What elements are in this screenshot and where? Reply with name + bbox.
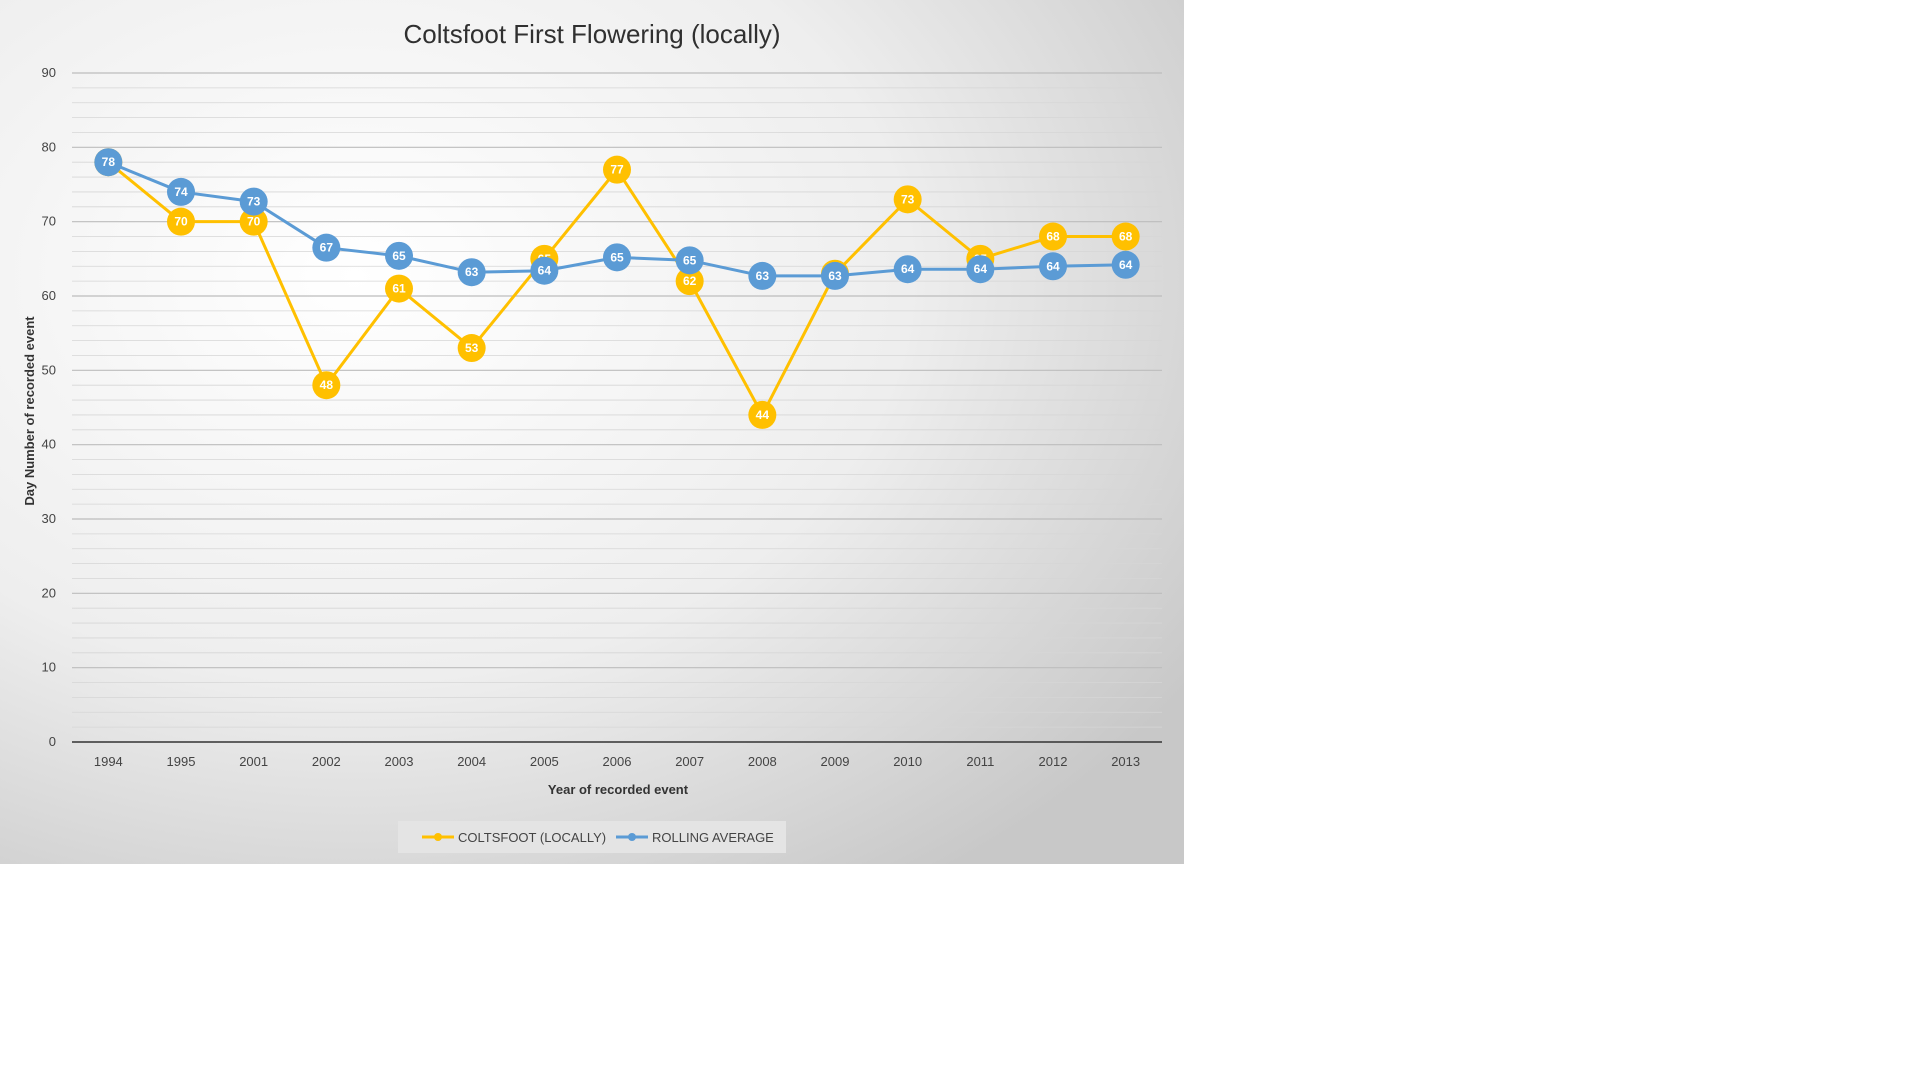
data-label: 64	[1046, 259, 1060, 273]
y-tick-label: 20	[42, 585, 56, 600]
data-label: 77	[610, 163, 624, 177]
data-point	[312, 371, 341, 400]
data-point	[1039, 252, 1067, 281]
data-point	[94, 148, 123, 177]
data-point	[821, 261, 849, 290]
x-tick-label: 2013	[1111, 754, 1140, 769]
chart-title: Coltsfoot First Flowering (locally)	[403, 19, 780, 49]
data-point	[239, 207, 268, 236]
data-label: 64	[901, 262, 915, 276]
y-axis-title: Day Number of recorded event	[22, 316, 37, 506]
data-point	[1111, 222, 1140, 251]
y-tick-label: 90	[42, 65, 56, 80]
legend-marker-coltsfoot	[434, 833, 442, 841]
data-point	[1111, 250, 1140, 279]
data-point	[239, 187, 268, 216]
x-tick-label: 2012	[1039, 754, 1068, 769]
legend: COLTSFOOT (LOCALLY) ROLLING AVERAGE	[398, 821, 786, 853]
data-point	[748, 261, 777, 290]
data-label: 63	[828, 269, 842, 283]
axes: 0 10 20 30 40 50 60 70 80 90 1994 1995 2001 2002 2003 2…	[42, 65, 1162, 769]
data-point	[385, 274, 413, 303]
data-label: 64	[538, 264, 552, 278]
x-tick-label: 1994	[94, 754, 123, 769]
data-label: 64	[974, 262, 988, 276]
data-point	[312, 233, 341, 262]
data-point	[167, 177, 195, 206]
data-point	[748, 400, 777, 429]
data-label: 53	[465, 341, 479, 355]
data-label: 73	[247, 195, 261, 209]
data-label: 62	[683, 274, 697, 288]
legend-label-coltsfoot: COLTSFOOT (LOCALLY)	[458, 830, 606, 845]
data-label: 65	[683, 253, 697, 267]
data-point	[457, 258, 486, 287]
y-tick-label: 70	[42, 214, 56, 229]
series-1: 78 74 73 67 65 63 64 65 65 63 63 64 64 64 64	[94, 148, 1140, 290]
data-label: 48	[320, 378, 334, 392]
data-point	[675, 246, 704, 275]
data-label: 74	[174, 185, 188, 199]
data-point	[966, 255, 995, 284]
data-label: 65	[392, 249, 406, 263]
data-label: 70	[174, 215, 188, 229]
data-point	[603, 243, 631, 272]
x-tick-label: 2006	[603, 754, 632, 769]
data-label: 70	[247, 215, 261, 229]
data-label: 64	[1119, 258, 1133, 272]
y-tick-label: 30	[42, 511, 56, 526]
legend-marker-rolling	[628, 833, 636, 841]
data-label: 73	[901, 192, 915, 206]
data-point	[893, 255, 922, 284]
y-tick-label: 80	[42, 139, 56, 154]
y-tick-label: 40	[42, 437, 56, 452]
legend-label-rolling: ROLLING AVERAGE	[652, 830, 774, 845]
data-label: 68	[1046, 230, 1060, 244]
x-tick-label: 2004	[457, 754, 486, 769]
data-label: 68	[1119, 230, 1133, 244]
x-tick-label: 1995	[167, 754, 196, 769]
data-label: 67	[320, 241, 334, 255]
data-point	[893, 185, 922, 214]
data-point	[457, 334, 486, 363]
data-point	[530, 256, 559, 285]
data-label: 65	[610, 250, 624, 264]
data-label: 78	[102, 155, 116, 169]
x-tick-label: 2002	[312, 754, 341, 769]
data-point	[1039, 222, 1067, 251]
x-tick-label: 2009	[821, 754, 850, 769]
x-tick-label: 2007	[675, 754, 704, 769]
data-label: 63	[465, 265, 479, 279]
x-tick-label: 2011	[966, 754, 994, 769]
data-label: 63	[756, 269, 770, 283]
x-axis-title: Year of recorded event	[548, 782, 689, 797]
y-tick-label: 10	[42, 660, 56, 675]
x-tick-label: 2005	[530, 754, 559, 769]
x-tick-label: 2003	[385, 754, 414, 769]
grid	[72, 72, 1162, 728]
chart-background	[0, 0, 1184, 864]
data-point	[603, 155, 631, 184]
data-label: 44	[756, 408, 770, 422]
x-tick-label: 2010	[893, 754, 922, 769]
x-tick-label: 2001	[239, 754, 268, 769]
y-tick-label: 0	[49, 734, 56, 749]
legend-box	[398, 821, 786, 853]
data-point	[675, 267, 704, 296]
y-tick-label: 60	[42, 288, 56, 303]
data-point	[167, 207, 195, 236]
x-tick-label: 2008	[748, 754, 777, 769]
y-tick-label: 50	[42, 362, 56, 377]
data-label: 61	[392, 282, 406, 296]
data-point	[385, 241, 413, 270]
